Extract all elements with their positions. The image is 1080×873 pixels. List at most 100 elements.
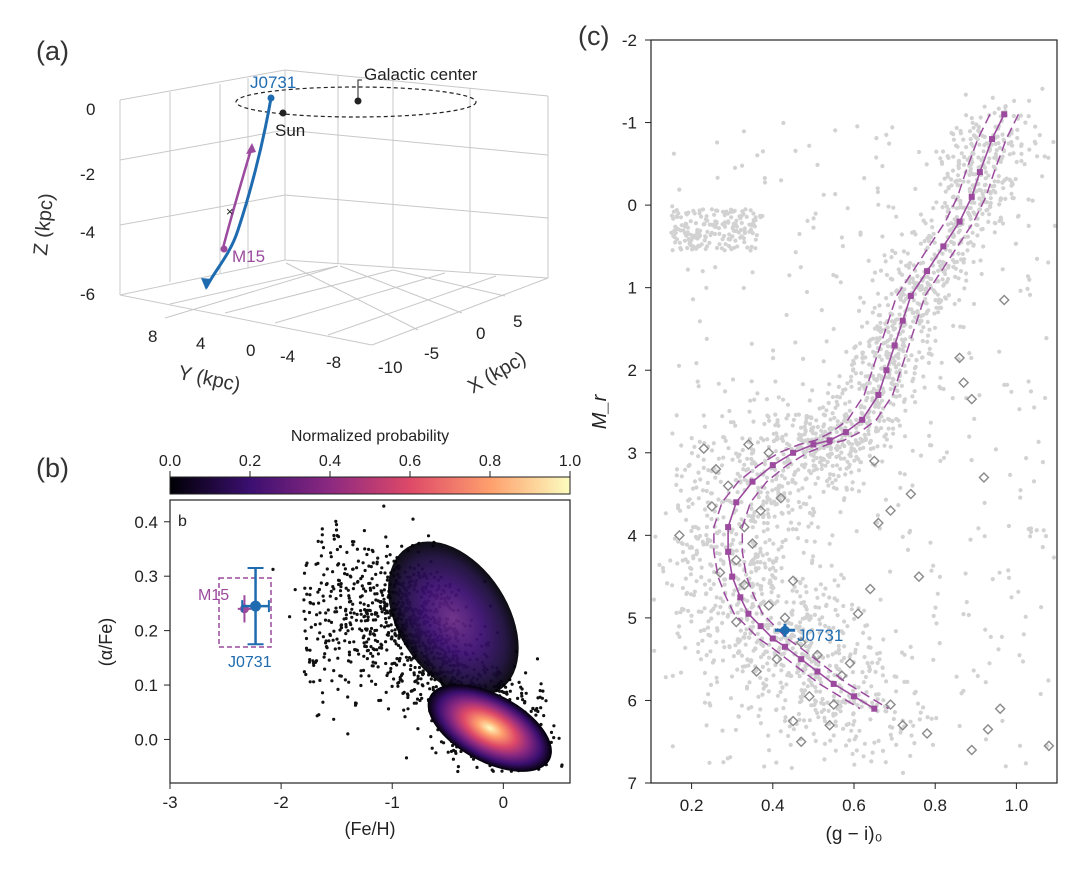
b-field-star xyxy=(393,628,397,632)
c-field-star xyxy=(712,570,717,575)
b-field-star xyxy=(334,528,339,532)
m15-orbit-arrow xyxy=(246,143,256,154)
c-field-star xyxy=(891,377,896,382)
c-field-star xyxy=(691,525,696,530)
b-x-axis-title: (Fe/H) xyxy=(345,819,396,839)
c-field-star xyxy=(965,248,970,253)
c-field-star xyxy=(843,425,848,430)
c-field-star xyxy=(940,277,945,282)
c-field-star xyxy=(749,705,754,710)
c-field-star xyxy=(754,668,759,673)
b-field-star xyxy=(456,769,460,774)
c-field-star xyxy=(660,565,666,571)
b-field-star xyxy=(368,608,372,612)
c-field-star xyxy=(762,180,768,185)
c-y-tick-label: 7 xyxy=(628,774,637,793)
c-field-star xyxy=(859,324,865,329)
c-field-star xyxy=(829,451,835,456)
c-field-star xyxy=(697,319,703,324)
c-field-star xyxy=(961,260,966,265)
b-field-star xyxy=(529,709,533,714)
c-field-star xyxy=(699,214,704,219)
c-field-star xyxy=(685,230,690,235)
c-field-star xyxy=(856,457,861,462)
b-field-star xyxy=(500,769,504,773)
b-field-star xyxy=(413,665,417,670)
c-field-star xyxy=(852,458,857,463)
c-member-star xyxy=(864,583,876,595)
c-field-star xyxy=(775,456,780,461)
c-field-star xyxy=(903,370,908,375)
c-field-star xyxy=(744,686,750,691)
m15-position-marker xyxy=(220,245,228,253)
c-field-star xyxy=(685,225,691,230)
c-field-star xyxy=(852,345,857,350)
c-field-star xyxy=(761,520,767,526)
b-j0731-label: J0731 xyxy=(228,654,272,671)
c-member-star xyxy=(751,666,763,678)
c-field-star xyxy=(693,534,699,540)
c-field-star xyxy=(675,631,680,636)
c-field-star xyxy=(839,689,844,694)
c-field-star xyxy=(915,274,920,279)
c-field-star xyxy=(720,599,726,604)
b-field-star xyxy=(376,614,380,618)
c-member-star xyxy=(738,579,750,591)
c-field-star xyxy=(767,642,772,647)
c-field-star xyxy=(872,740,877,745)
c-field-star xyxy=(766,733,771,738)
c-field-star xyxy=(759,591,765,597)
b-field-star xyxy=(324,639,328,643)
c-field-star xyxy=(733,238,738,243)
c-field-star xyxy=(684,212,690,217)
c-field-star xyxy=(684,222,689,227)
c-field-star xyxy=(809,521,814,526)
c-field-star xyxy=(696,641,701,647)
c-field-star xyxy=(728,237,733,242)
b-field-star xyxy=(350,607,354,611)
c-field-star xyxy=(784,312,789,318)
c-field-star xyxy=(796,488,801,493)
c-field-star xyxy=(854,529,859,534)
b-field-star xyxy=(373,628,377,633)
b-field-star xyxy=(304,563,308,568)
c-field-star xyxy=(976,125,982,130)
c-field-star xyxy=(811,216,816,221)
c-field-star xyxy=(897,295,903,300)
c-field-star xyxy=(946,263,951,268)
b-field-star xyxy=(347,594,351,598)
c-field-star xyxy=(954,215,960,220)
c-field-star xyxy=(715,680,720,685)
j0731-orbit-arrow xyxy=(201,278,212,290)
c-field-star xyxy=(908,719,913,724)
b-field-star xyxy=(412,673,416,677)
c-field-star xyxy=(784,600,789,605)
c-field-star xyxy=(877,401,882,406)
c-field-star xyxy=(872,305,877,310)
c-field-star xyxy=(804,416,809,421)
c-field-star xyxy=(950,396,955,401)
c-field-star xyxy=(856,685,861,690)
c-field-star xyxy=(679,540,684,546)
c-field-star xyxy=(888,444,893,449)
b-field-star xyxy=(350,627,354,631)
c-field-star xyxy=(732,165,738,170)
c-field-star xyxy=(919,355,925,360)
b-field-star xyxy=(542,714,546,718)
c-field-star xyxy=(796,467,801,472)
b-field-star xyxy=(337,582,341,587)
c-field-star xyxy=(747,635,752,640)
c-field-star xyxy=(669,213,675,218)
b-field-star xyxy=(426,534,431,538)
c-field-star xyxy=(1003,196,1008,201)
c-field-star xyxy=(1028,534,1033,539)
b-field-star xyxy=(383,625,387,629)
colorbar-tick: 0.6 xyxy=(399,453,421,470)
c-y-tick-label: -1 xyxy=(622,114,637,133)
c-field-star xyxy=(993,447,999,452)
c-field-star xyxy=(745,598,750,604)
b-field-star xyxy=(382,606,387,610)
c-field-star xyxy=(715,140,720,145)
c-field-star xyxy=(866,390,871,395)
